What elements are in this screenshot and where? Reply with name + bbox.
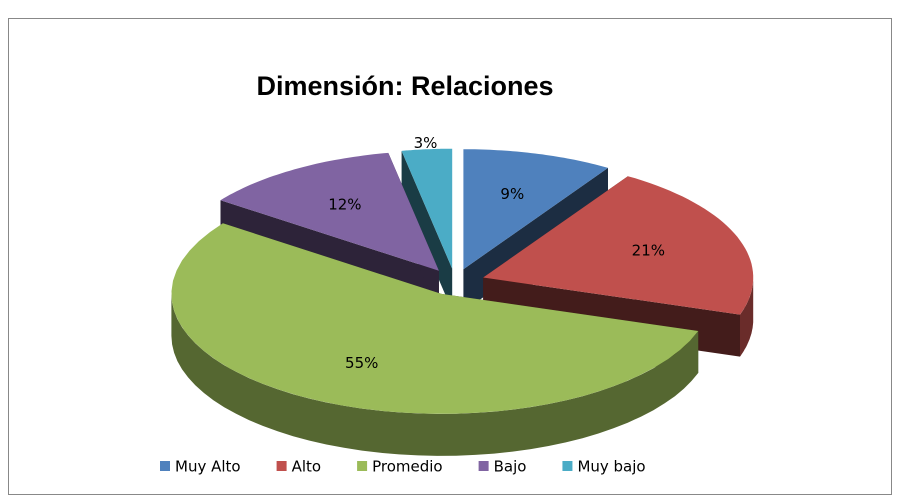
legend-label: Bajo xyxy=(494,458,527,476)
data-label: 55% xyxy=(345,354,378,372)
data-label: 12% xyxy=(328,195,361,213)
pie-slice xyxy=(401,148,453,311)
data-label: 21% xyxy=(632,242,665,260)
pie-slice xyxy=(171,223,699,456)
slice-cut-face xyxy=(401,150,453,311)
data-label: 9% xyxy=(500,185,524,203)
slice-top xyxy=(483,176,754,315)
legend-label: Muy bajo xyxy=(577,458,645,476)
chart-title: Dimensión: Relaciones xyxy=(256,71,553,101)
slice-top xyxy=(463,149,608,270)
slice-top xyxy=(220,152,439,271)
slice-side xyxy=(740,277,754,357)
legend-label: Muy Alto xyxy=(175,458,241,476)
legend-swatch xyxy=(478,461,489,471)
legend-swatch xyxy=(160,461,170,471)
legend-label: Alto xyxy=(292,458,322,476)
slice-top xyxy=(401,148,453,269)
legend-swatch xyxy=(357,461,368,471)
legend-swatch xyxy=(562,461,573,471)
legend-swatch xyxy=(276,461,287,471)
pie-slice xyxy=(483,176,754,357)
slice-top xyxy=(171,223,699,414)
legend-label: Promedio xyxy=(372,458,443,476)
slice-side xyxy=(171,293,699,456)
data-label: 3% xyxy=(414,134,438,152)
